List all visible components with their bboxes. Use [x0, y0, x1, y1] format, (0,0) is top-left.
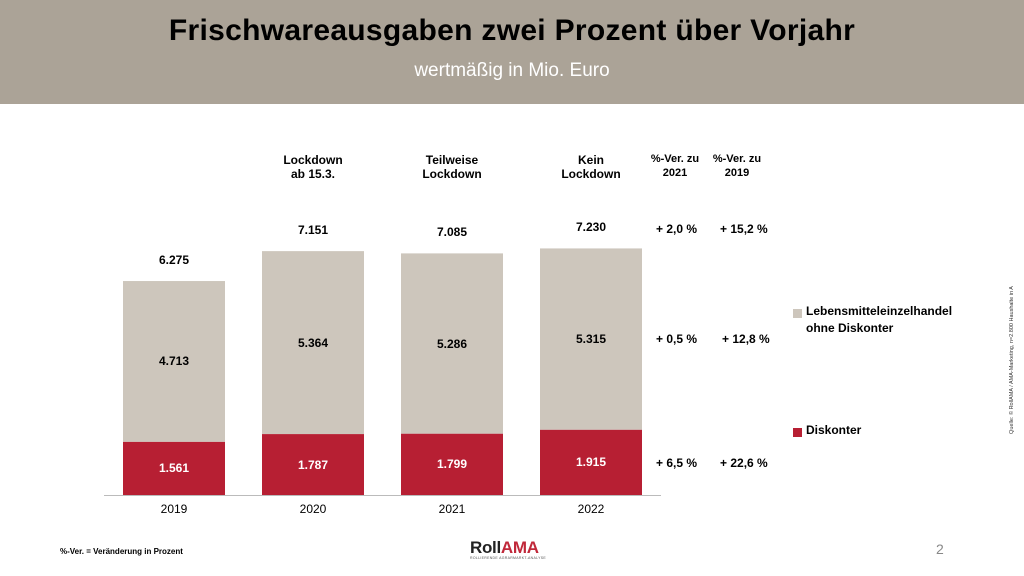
category-note-2022: Kein Lockdown: [561, 153, 621, 181]
legend-label-line1: Lebensmitteleinzelhandel: [806, 304, 953, 318]
bar-leh-2022: [540, 248, 642, 430]
change-leh-2019: + 12,8 %: [722, 332, 770, 346]
total-label-2021: 7.085: [436, 225, 468, 240]
page-subtitle: wertmäßig in Mio. Euro: [414, 60, 610, 81]
data-label-diskonter-2021: 1.799: [436, 457, 468, 472]
total-label-2022: 7.230: [575, 220, 607, 235]
data-label-leh-2020: 5.364: [297, 335, 329, 350]
total-label-2019: 6.275: [158, 253, 190, 268]
x-tick-2019: 2019: [160, 502, 188, 516]
bar-leh-2019: [123, 281, 225, 442]
col-header-vs2019: %-Ver. zu 2019: [712, 153, 762, 179]
change-leh-2021: + 0,5 %: [656, 332, 698, 346]
footnote: %-Ver. = Veränderung in Prozent: [60, 547, 183, 556]
bar-diskonter-2020: [262, 434, 364, 495]
change-diskonter-2021: + 6,5 %: [656, 456, 698, 470]
legend-label-line2: ohne Diskonter: [806, 321, 894, 335]
data-label-leh-2022: 5.315: [575, 332, 607, 347]
change-total-2021: + 2,0 %: [656, 222, 698, 236]
page-number: 2: [936, 541, 944, 557]
data-label-diskonter-2020: 1.787: [297, 457, 329, 472]
data-label-diskonter-2019: 1.561: [158, 461, 190, 476]
legend-swatch-diskonter: [793, 428, 802, 437]
source-note: Quelle: © RollAMA / AMA-Marketing, n=2.8…: [1009, 286, 1015, 434]
legend-item-diskonter: Diskonter: [806, 423, 862, 437]
col-header-vs2021: %-Ver. zu 2021: [650, 153, 700, 179]
bar-diskonter-2019: [123, 441, 225, 495]
category-note-2021: Teilweise Lockdown: [422, 153, 482, 181]
bar-diskonter-2022: [540, 429, 642, 495]
legend-item-leh: Lebensmitteleinzelhandel ohne Diskonter: [806, 303, 952, 337]
category-note-2020: Lockdown ab 15.3.: [283, 153, 343, 181]
change-diskonter-2019: + 22,6 %: [720, 456, 768, 470]
bar-diskonter-2021: [401, 433, 503, 495]
page-title: Frischwareausgaben zwei Prozent über Vor…: [168, 14, 856, 47]
legend-swatch-leh: [793, 309, 802, 318]
total-label-2020: 7.151: [297, 223, 329, 238]
change-total-2019: + 15,2 %: [720, 222, 768, 236]
header-banner: Frischwareausgaben zwei Prozent über Vor…: [0, 0, 1024, 104]
data-label-diskonter-2022: 1.915: [575, 455, 607, 470]
rollama-logo: RollAMA ROLLIERENDE AGRARMARKT-ANALYSE: [470, 538, 547, 560]
x-tick-2021: 2021: [438, 502, 466, 516]
data-label-leh-2019: 4.713: [158, 354, 190, 369]
data-label-leh-2021: 5.286: [436, 336, 468, 351]
bar-leh-2021: [401, 253, 503, 434]
x-tick-2022: 2022: [577, 502, 605, 516]
x-tick-2020: 2020: [299, 502, 327, 516]
bar-leh-2020: [262, 251, 364, 435]
